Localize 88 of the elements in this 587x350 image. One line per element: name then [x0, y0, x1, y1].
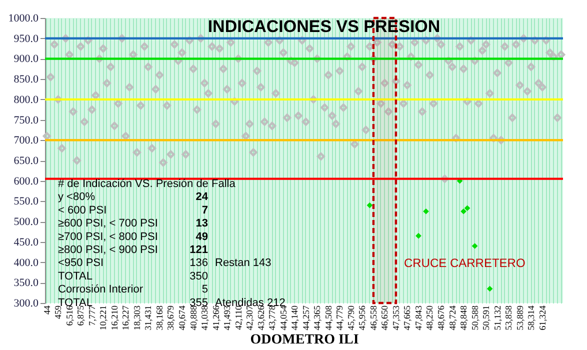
x-tick-label: 48,250: [424, 305, 435, 330]
annotation: 121: [190, 244, 208, 256]
x-tick-label: 16,210: [109, 305, 120, 330]
x-tick-label: 46,558: [368, 305, 378, 330]
point: [486, 286, 493, 292]
x-tick-label: 53,858: [504, 305, 514, 330]
x-tick-label: 10,221: [98, 306, 108, 330]
y-tick-label: 700.0: [14, 134, 39, 147]
x-tick-label: 38,168: [154, 305, 164, 330]
annotation: < 600 PSI: [58, 204, 107, 216]
point: [423, 208, 429, 214]
y-tick-label: 600.0: [14, 175, 39, 188]
x-tick-label: 31,431: [143, 306, 154, 330]
x-tick-label: 41,038: [200, 305, 210, 330]
x-tick-label: 40,888: [188, 305, 198, 330]
y-tick-label: 950.0: [14, 32, 39, 45]
x-tick-label: 48,848: [458, 305, 469, 330]
x-tick-label: 7,777: [86, 305, 97, 326]
y-tick-label: 900.0: [14, 53, 39, 66]
x-tick-label: 38,679: [166, 305, 176, 330]
annotation: # de Indicación VS. Presión de Falla: [58, 178, 236, 190]
x-tick-label: 40,674: [177, 305, 188, 330]
annotation: Restan 143: [215, 257, 272, 270]
x-tick-label: 61,324: [537, 305, 548, 330]
x-tick-label: 18,303: [132, 305, 142, 330]
x-tick-label: 44,779: [334, 305, 345, 330]
x-tick-label: 44,257: [300, 305, 311, 330]
point: [460, 208, 466, 214]
y-tick-label: 550.0: [14, 196, 39, 208]
annotation: 7: [202, 204, 208, 216]
x-tick-label: 16,227: [120, 305, 131, 330]
annotation: 49: [196, 230, 208, 243]
annotation: 136: [190, 257, 208, 270]
x-tick-label: 45,956: [357, 305, 368, 330]
y-tick-label: 1000.0: [8, 12, 39, 24]
x-axis-title: ODOMETRO ILI: [250, 332, 359, 348]
x-tick-label: 46,650: [380, 305, 390, 330]
x-tick-label: 53,889: [514, 305, 525, 330]
x-tick-label: 44,508: [323, 305, 334, 330]
band-label: CRUCE CARRETERO: [404, 256, 526, 270]
annotation: 13: [196, 218, 208, 230]
annotation: ≥600 PSI, < 700 PSI: [58, 218, 158, 230]
y-tick-label: 350.0: [14, 277, 39, 290]
y-tick-label: 750.0: [14, 114, 39, 126]
annotation: 5: [202, 284, 208, 296]
x-tick-label: 42,110: [233, 305, 244, 330]
point: [416, 232, 422, 239]
y-tick-label: 300.0: [14, 298, 39, 310]
y-tick-label: 500.0: [14, 216, 39, 228]
x-tick-label: 45,790: [346, 305, 356, 330]
x-tick-label: 43,778: [267, 305, 278, 330]
x-tick-label: 50,588: [470, 305, 480, 330]
x-tick-label: 42,307: [244, 305, 255, 330]
x-tick-label: 44,140: [290, 305, 300, 330]
annotation: y <80%: [58, 191, 96, 204]
annotation: ≥800 PSI, < 900 PSI: [58, 244, 158, 256]
x-tick-label: 51,132: [492, 306, 502, 330]
chart-title: INDICACIONES VS PRESION: [208, 17, 440, 36]
annotation: <950 PSI: [58, 257, 104, 270]
x-tick-label: 41,266: [210, 305, 221, 330]
x-tick-label: 459: [53, 305, 64, 319]
point: [366, 202, 373, 208]
y-tick-label: 650.0: [14, 155, 39, 167]
y-tick-label: 800.0: [14, 94, 39, 106]
x-tick-label: 43,626: [256, 305, 266, 330]
point: [472, 243, 478, 249]
x-tick-label: 48,676: [436, 305, 446, 330]
annotation: Corrosión Interior: [58, 284, 144, 296]
x-tick-label: 47,353: [390, 305, 401, 330]
x-tick-label: 44: [42, 305, 52, 314]
y-tick-label: 400.0: [14, 256, 39, 269]
x-tick-label: 6,516: [64, 305, 74, 326]
x-tick-label: 41,493: [222, 305, 232, 330]
x-tick-label: 50,591: [481, 306, 492, 330]
annotation: ≥700 PSI, < 800 PSI: [58, 230, 158, 243]
annotation: 24: [196, 191, 209, 204]
y-tick-label: 450.0: [14, 236, 39, 248]
point: [464, 205, 470, 212]
annotation: 350: [190, 270, 208, 282]
x-tick-label: 47,665: [402, 305, 412, 330]
x-tick-label: 44,365: [312, 305, 322, 330]
x-tick-label: 44,054: [278, 305, 288, 330]
x-tick-label: 58,314: [526, 305, 536, 330]
y-tick-label: 850.0: [14, 74, 39, 86]
x-tick-label: 48,724: [447, 305, 458, 330]
x-tick-label: 47,843: [413, 305, 424, 330]
annotation: TOTAL: [58, 270, 92, 282]
x-tick-label: 6,875: [76, 305, 86, 326]
